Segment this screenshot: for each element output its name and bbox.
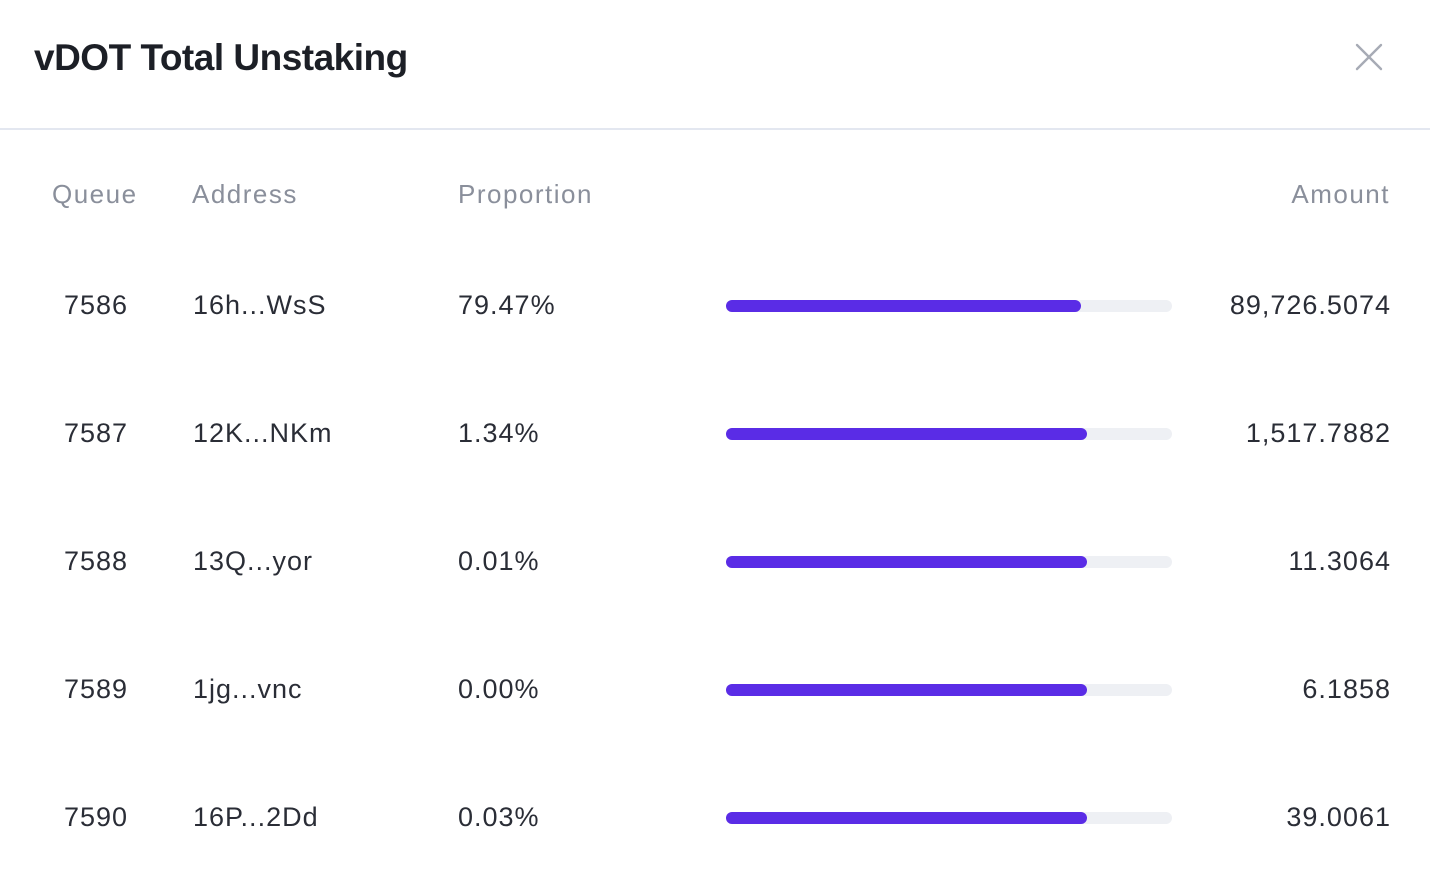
queue-cell: 7588 bbox=[64, 546, 129, 576]
table-row: 7589 1jg...vnc 0.00% 6.1858 bbox=[0, 657, 1430, 721]
column-header-queue: Queue bbox=[52, 179, 138, 209]
proportion-bar-track bbox=[726, 428, 1172, 440]
proportion-bar-track bbox=[726, 300, 1172, 312]
proportion-cell: 1.34% bbox=[458, 418, 540, 448]
table-row: 7586 16h...WsS 79.47% 89,726.5074 bbox=[0, 273, 1430, 337]
queue-cell: 7587 bbox=[64, 418, 129, 448]
proportion-bar-fill bbox=[726, 684, 1088, 696]
table-row: 7590 16P...2Dd 0.03% 39.0061 bbox=[0, 785, 1430, 849]
column-header-proportion: Proportion bbox=[458, 179, 593, 209]
proportion-bar-fill bbox=[726, 428, 1088, 440]
proportion-cell: 79.47% bbox=[458, 290, 556, 320]
address-cell: 12K...NKm bbox=[193, 418, 333, 448]
queue-cell: 7586 bbox=[64, 290, 129, 320]
amount-cell: 6.1858 bbox=[1302, 674, 1391, 704]
proportion-bar-fill bbox=[726, 812, 1088, 824]
modal-header: vDOT Total Unstaking bbox=[0, 0, 1430, 130]
amount-cell: 39.0061 bbox=[1286, 802, 1391, 832]
proportion-cell: 0.00% bbox=[458, 674, 540, 704]
amount-cell: 89,726.5074 bbox=[1229, 290, 1391, 320]
address-cell: 16P...2Dd bbox=[193, 802, 319, 832]
proportion-cell: 0.01% bbox=[458, 546, 540, 576]
proportion-bar-fill bbox=[726, 300, 1081, 312]
table-row: 7588 13Q...yor 0.01% 11.3064 bbox=[0, 529, 1430, 593]
amount-cell: 1,517.7882 bbox=[1245, 418, 1391, 448]
amount-cell: 11.3064 bbox=[1288, 546, 1391, 576]
proportion-bar-track bbox=[726, 556, 1172, 568]
column-header-address: Address bbox=[192, 179, 298, 209]
address-cell: 16h...WsS bbox=[193, 290, 327, 320]
close-button[interactable] bbox=[1350, 38, 1388, 76]
address-cell: 1jg...vnc bbox=[193, 674, 303, 704]
proportion-bar-track bbox=[726, 812, 1172, 824]
modal-title: vDOT Total Unstaking bbox=[34, 37, 408, 78]
close-icon bbox=[1350, 38, 1388, 76]
proportion-bar-track bbox=[726, 684, 1172, 696]
address-cell: 13Q...yor bbox=[193, 546, 314, 576]
proportion-bar-fill bbox=[726, 556, 1088, 568]
queue-cell: 7590 bbox=[64, 802, 129, 832]
column-header-amount: Amount bbox=[1291, 179, 1390, 209]
proportion-cell: 0.03% bbox=[458, 802, 540, 832]
queue-cell: 7589 bbox=[64, 674, 129, 704]
table-row: 7587 12K...NKm 1.34% 1,517.7882 bbox=[0, 401, 1430, 465]
